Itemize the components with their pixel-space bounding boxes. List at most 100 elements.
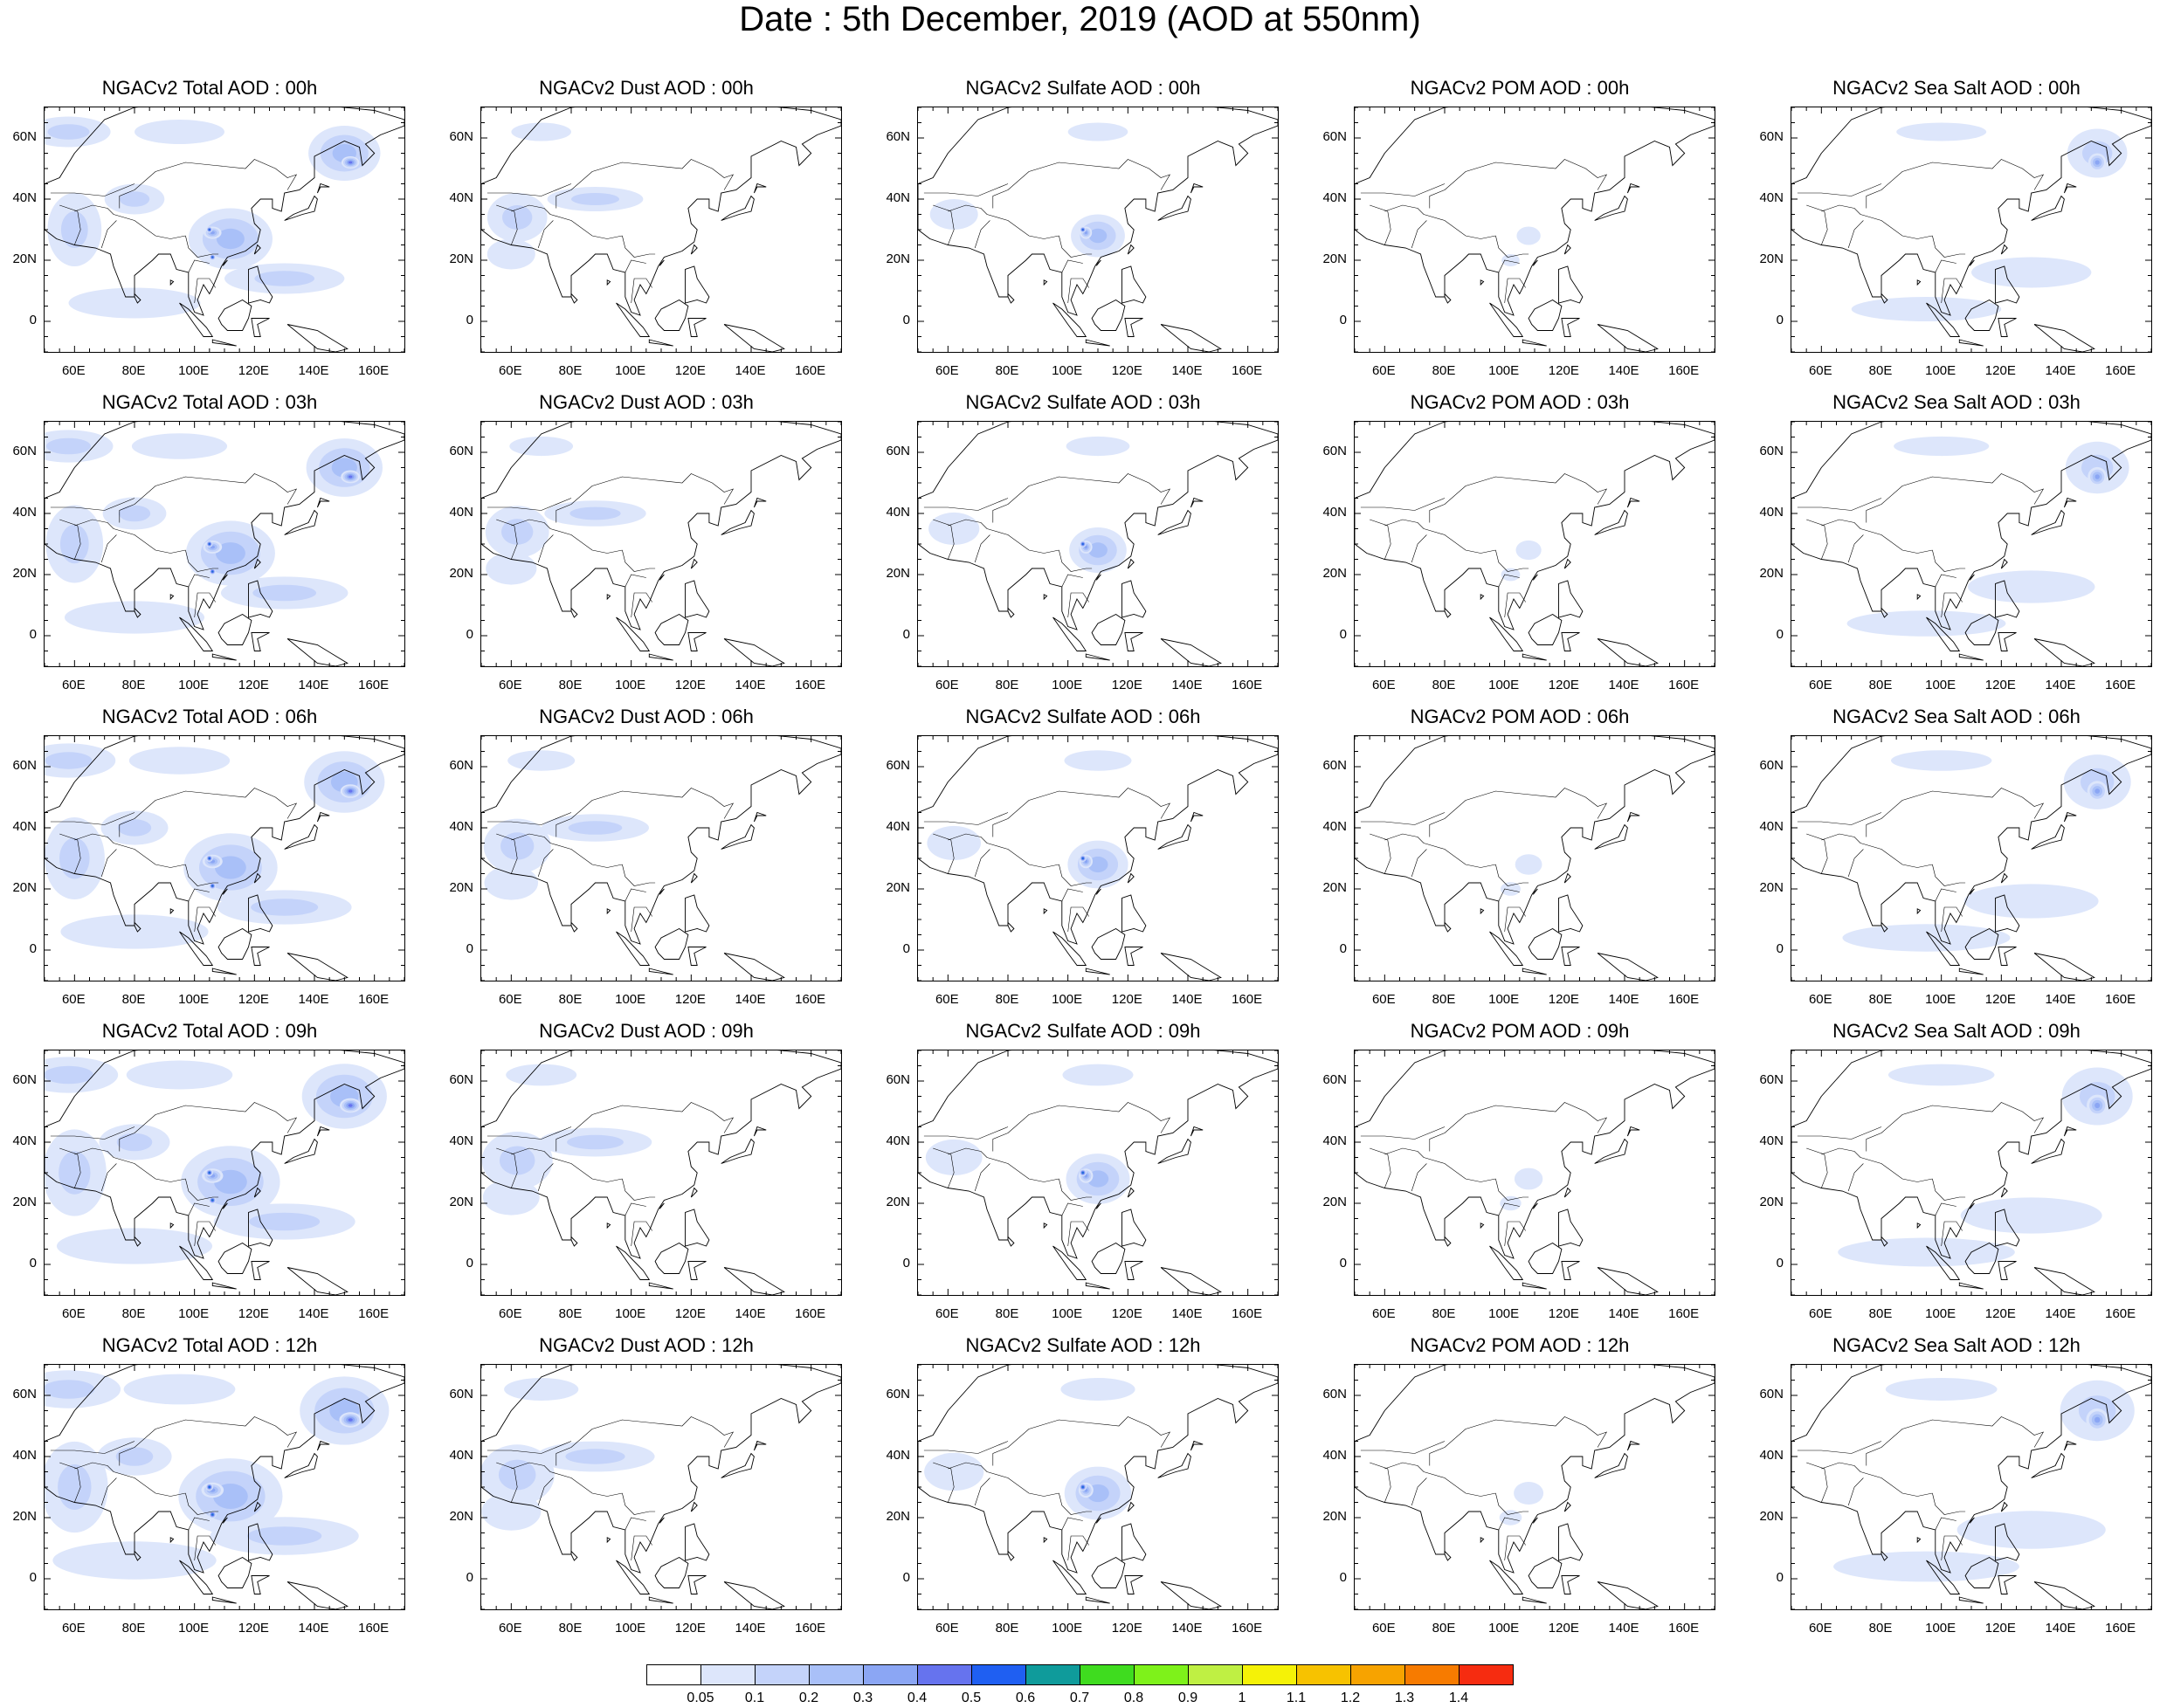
- x-tick-label: 160E: [1668, 678, 1700, 692]
- coastline: [1355, 1050, 1715, 1259]
- colorbar-swatch: [971, 1664, 1026, 1685]
- coastline: [1355, 736, 1715, 945]
- coastline: [1969, 574, 1975, 581]
- coastline: [1127, 1187, 1135, 1198]
- coastline: [1528, 613, 1563, 645]
- y-tick-label: 0: [29, 627, 37, 642]
- map-plot-area: [917, 421, 1279, 667]
- coastline: [284, 1452, 318, 1478]
- x-tick-label: 160E: [1668, 1306, 1700, 1321]
- panel-title: NGACv2 Dust AOD : 06h: [539, 706, 754, 727]
- x-tick-label: 60E: [1371, 363, 1396, 378]
- panel-title: NGACv2 POM AOD : 03h: [1410, 391, 1630, 413]
- aod-region: [252, 584, 317, 602]
- y-tick-label: 20N: [1322, 1195, 1347, 1209]
- country-border: [511, 1147, 551, 1158]
- coastline: [2033, 638, 2095, 666]
- coastline: [690, 1187, 698, 1198]
- coastline: [690, 872, 698, 884]
- coastline: [222, 1517, 228, 1524]
- aod-map: [918, 107, 1278, 352]
- coastline: [1916, 279, 1922, 286]
- coastline: [211, 1282, 237, 1290]
- x-tick-label: 140E: [1171, 363, 1203, 378]
- country-border: [1941, 592, 1963, 618]
- aod-region: [929, 199, 978, 230]
- x-tick-label: 80E: [121, 992, 146, 1007]
- coastline: [248, 1523, 273, 1561]
- y-tick-label: 20N: [886, 1509, 910, 1524]
- country-border: [1429, 1416, 1608, 1466]
- coastline: [179, 302, 214, 337]
- y-tick-label: 20N: [886, 1195, 910, 1209]
- map-panel-seasalt-09h: NGACv2 Sea Salt AOD : 09h 60N 40N 20N 0 60E 80…: [1747, 1020, 2160, 1352]
- y-tick-label: 60N: [1759, 758, 1784, 773]
- coastline: [1007, 921, 1015, 933]
- x-tick-label: 100E: [615, 363, 646, 378]
- coastline: [1480, 279, 1485, 286]
- country-border: [948, 1147, 988, 1158]
- colorbar-label: 1.3: [1394, 1691, 1415, 1705]
- coastline: [753, 497, 767, 508]
- x-tick-label: 120E: [1111, 992, 1142, 1007]
- aod-region: [2094, 160, 2100, 165]
- aod-region: [506, 1064, 577, 1086]
- y-tick-label: 60N: [1322, 129, 1347, 144]
- coastline: [648, 1282, 673, 1290]
- coastline: [1190, 1126, 1204, 1137]
- coastline: [1964, 613, 1999, 645]
- aod-region: [481, 1492, 542, 1531]
- coastline: [616, 616, 651, 651]
- aod-region: [209, 857, 210, 859]
- country-border: [923, 1441, 1009, 1454]
- coastline: [1121, 265, 1147, 304]
- coastline: [687, 632, 707, 651]
- coastline: [606, 279, 611, 286]
- country-border: [1498, 888, 1520, 902]
- country-border: [537, 534, 554, 563]
- y-tick-label: 20N: [886, 251, 910, 266]
- aod-region: [1088, 542, 1108, 558]
- country-border: [194, 592, 216, 618]
- coastline: [169, 594, 175, 601]
- country-border: [1797, 183, 1882, 196]
- aod-region: [45, 752, 93, 769]
- country-border: [992, 473, 1171, 523]
- x-tick-label: 140E: [735, 992, 766, 1007]
- coastline: [1561, 632, 1580, 651]
- coastline: [1563, 872, 1571, 884]
- coastline: [253, 1501, 261, 1512]
- country-border: [1866, 473, 2045, 523]
- x-tick-label: 140E: [2045, 363, 2076, 378]
- x-tick-label: 80E: [1868, 363, 1893, 378]
- coastline: [169, 908, 175, 915]
- x-tick-label: 160E: [358, 678, 390, 692]
- x-tick-label: 80E: [1868, 1621, 1893, 1636]
- country-border: [1935, 574, 1956, 588]
- map-panel-sulfate-09h: NGACv2 Sulfate AOD : 09h 60N 40N 20N 0 60E 80E…: [873, 1020, 1293, 1352]
- coastline: [248, 894, 273, 933]
- y-tick-label: 0: [1776, 627, 1784, 642]
- country-border: [487, 1126, 572, 1140]
- coastline: [1007, 293, 1015, 304]
- x-tick-label: 160E: [795, 1621, 826, 1636]
- aod-region: [507, 750, 576, 771]
- aod-region: [1887, 1064, 1995, 1086]
- aod-region: [60, 914, 209, 949]
- colorbar-swatch: [1296, 1664, 1351, 1685]
- coastline: [753, 1440, 767, 1451]
- aod-region: [1082, 229, 1084, 231]
- aod-region: [348, 789, 353, 793]
- coastline: [1926, 1560, 1961, 1594]
- coastline: [1958, 968, 1984, 975]
- map-plot-area: [917, 1050, 1279, 1296]
- coastline: [1480, 594, 1485, 601]
- x-tick-label: 140E: [2045, 1306, 2076, 1321]
- aod-region: [1833, 1551, 2019, 1582]
- coastline: [606, 1222, 611, 1229]
- map-panel-sulfate-03h: NGACv2 Sulfate AOD : 03h 60N 40N 20N 0 60E 80E…: [873, 391, 1293, 723]
- coastline: [284, 1138, 318, 1164]
- aod-region: [924, 1452, 984, 1491]
- x-tick-label: 160E: [1232, 1306, 1263, 1321]
- coastline: [1043, 1222, 1048, 1229]
